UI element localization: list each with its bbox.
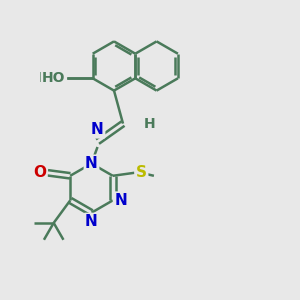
Text: N: N — [91, 122, 104, 137]
Text: H: H — [144, 117, 156, 130]
Text: HO: HO — [39, 71, 63, 85]
Text: O: O — [33, 165, 46, 180]
Text: N: N — [85, 156, 98, 171]
Text: N: N — [114, 193, 127, 208]
Text: S: S — [136, 165, 147, 180]
Text: N: N — [85, 214, 98, 229]
Text: HO: HO — [42, 71, 66, 85]
